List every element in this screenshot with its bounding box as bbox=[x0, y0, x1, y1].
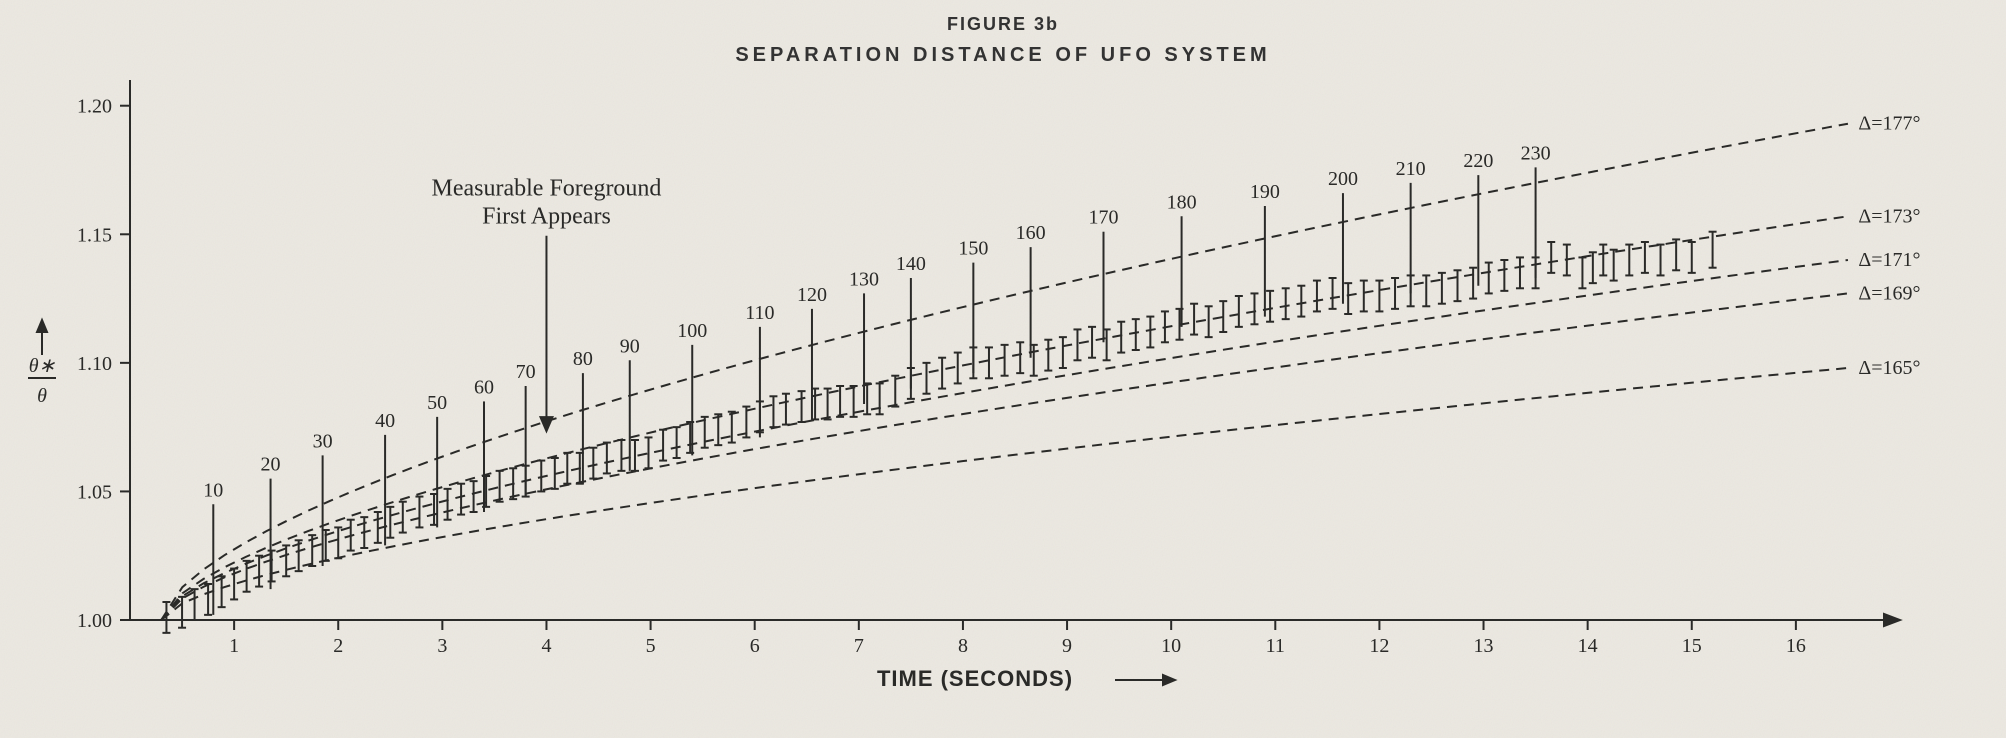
model-curve bbox=[161, 293, 1848, 620]
x-tick-label: 9 bbox=[1062, 635, 1072, 657]
frame-marker-label: 140 bbox=[896, 253, 926, 275]
y-tick-label: 1.10 bbox=[77, 353, 112, 375]
frame-marker-label: 200 bbox=[1328, 168, 1358, 190]
frame-marker-label: 170 bbox=[1089, 207, 1119, 229]
model-curve-label: Δ=169° bbox=[1858, 282, 1920, 304]
x-tick-label: 11 bbox=[1266, 635, 1285, 657]
x-axis-label-arrowhead-icon bbox=[1163, 675, 1175, 685]
x-tick-label: 5 bbox=[646, 635, 656, 657]
model-curve-label: Δ=171° bbox=[1858, 249, 1920, 271]
frame-marker-label: 50 bbox=[427, 392, 447, 414]
x-tick-label: 12 bbox=[1369, 635, 1389, 657]
annotation-line-1: Measurable Foreground bbox=[432, 176, 662, 202]
frame-marker-label: 220 bbox=[1463, 150, 1493, 172]
x-axis-label: TIME (SECONDS) bbox=[877, 666, 1073, 691]
annotation-line-2: First Appears bbox=[482, 204, 611, 230]
x-tick-label: 13 bbox=[1474, 635, 1494, 657]
frame-marker-label: 80 bbox=[573, 348, 593, 370]
frame-marker-label: 60 bbox=[474, 376, 494, 398]
chart-svg: 12345678910111213141516TIME (SECONDS)1.0… bbox=[0, 0, 2006, 738]
frame-marker-label: 30 bbox=[313, 430, 333, 452]
frame-marker-label: 150 bbox=[958, 238, 988, 260]
model-curve-label: Δ=173° bbox=[1858, 205, 1920, 227]
y-axis-label-denominator: θ bbox=[37, 385, 47, 407]
frame-marker-label: 70 bbox=[516, 361, 536, 383]
model-curve bbox=[161, 216, 1848, 620]
frame-marker-label: 110 bbox=[745, 302, 774, 324]
frame-marker-label: 230 bbox=[1521, 142, 1551, 164]
x-tick-label: 6 bbox=[750, 635, 760, 657]
x-tick-label: 4 bbox=[541, 635, 551, 657]
x-axis-arrow-icon bbox=[1884, 614, 1900, 626]
page-root: { "canvas": { "w": 2006, "h": 738 }, "ti… bbox=[0, 0, 2006, 738]
model-curve-label: Δ=165° bbox=[1858, 357, 1920, 379]
model-curve-label: Δ=177° bbox=[1858, 113, 1920, 135]
frame-marker-label: 210 bbox=[1396, 158, 1426, 180]
x-tick-label: 3 bbox=[437, 635, 447, 657]
y-tick-label: 1.05 bbox=[77, 481, 112, 503]
model-curve bbox=[161, 368, 1848, 620]
y-tick-label: 1.15 bbox=[77, 224, 112, 246]
model-curve bbox=[161, 260, 1848, 620]
x-tick-label: 2 bbox=[333, 635, 343, 657]
frame-marker-label: 100 bbox=[677, 320, 707, 342]
x-tick-label: 16 bbox=[1786, 635, 1806, 657]
frame-marker-label: 190 bbox=[1250, 181, 1280, 203]
y-axis-label-numerator: θ∗ bbox=[29, 355, 56, 377]
frame-marker-label: 160 bbox=[1016, 222, 1046, 244]
x-tick-label: 10 bbox=[1161, 635, 1181, 657]
frame-marker-label: 10 bbox=[203, 479, 223, 501]
y-tick-label: 1.00 bbox=[77, 610, 112, 632]
y-tick-label: 1.20 bbox=[77, 96, 112, 118]
x-tick-label: 8 bbox=[958, 635, 968, 657]
frame-marker-label: 40 bbox=[375, 410, 395, 432]
x-tick-label: 14 bbox=[1578, 635, 1598, 657]
x-tick-label: 1 bbox=[229, 635, 239, 657]
annotation-arrowhead-icon bbox=[540, 417, 552, 431]
frame-marker-label: 180 bbox=[1167, 191, 1197, 213]
frame-marker-label: 90 bbox=[620, 335, 640, 357]
x-tick-label: 15 bbox=[1682, 635, 1702, 657]
frame-marker-label: 130 bbox=[849, 268, 879, 290]
frame-marker-label: 20 bbox=[261, 454, 281, 476]
frame-marker-label: 120 bbox=[797, 284, 827, 306]
x-tick-label: 7 bbox=[854, 635, 864, 657]
y-axis-label-arrowhead-icon bbox=[37, 320, 47, 332]
